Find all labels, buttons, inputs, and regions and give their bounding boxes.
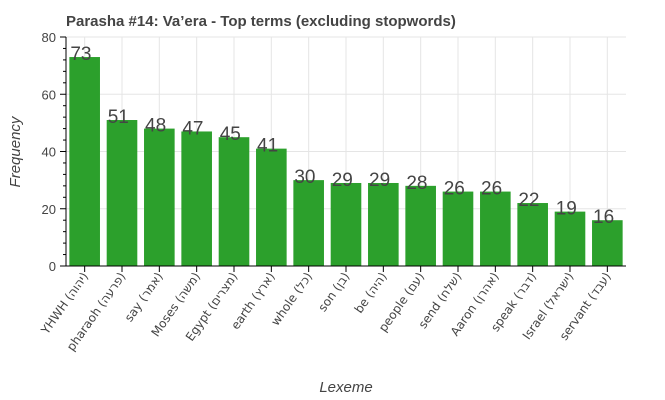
data-label: 16: [593, 207, 614, 228]
bar: [480, 191, 511, 266]
x-tick-label: son (בן): [315, 270, 352, 315]
bar: [554, 211, 586, 266]
bar: [256, 148, 287, 266]
data-label: 26: [481, 179, 502, 200]
chart-title: Parasha #14: Va’era - Top terms (excludi…: [66, 13, 456, 30]
y-tick-label: 40: [42, 145, 56, 160]
data-label: 29: [332, 170, 353, 191]
bars: [69, 57, 623, 266]
data-label: 28: [406, 173, 427, 194]
bar: [144, 128, 175, 266]
data-label: 22: [518, 190, 539, 211]
y-tick-label: 60: [42, 87, 56, 102]
bar: [517, 203, 548, 266]
y-tick-label: 20: [42, 202, 56, 217]
data-label: 29: [369, 170, 390, 191]
axes: 0 20 40 60 80: [42, 30, 626, 274]
x-tick-labels: YHWH (יהוה)pharaoh (פרעה)say (אמר)Moses …: [38, 270, 614, 354]
bar: [368, 182, 399, 266]
bar: [218, 137, 250, 266]
data-label: 73: [70, 44, 91, 65]
bar: [592, 220, 623, 266]
data-label: 41: [257, 136, 278, 157]
bar: [69, 57, 100, 266]
data-labels: 73 51 48 47 45 41 30 29 29 28 26 26 22 19 16: [70, 44, 614, 228]
y-tick-label: 0: [49, 259, 56, 274]
x-axis-label: Lexeme: [319, 379, 372, 396]
bar: [181, 131, 212, 266]
bar: [293, 180, 324, 266]
data-label: 51: [108, 107, 129, 128]
data-label: 48: [145, 116, 166, 137]
data-label: 19: [556, 199, 577, 220]
bar: [405, 185, 436, 266]
y-axis-label: Frequency: [7, 115, 24, 187]
y-tick-label: 80: [42, 30, 56, 45]
bar: [330, 182, 362, 266]
data-label: 30: [294, 167, 315, 188]
data-label: 26: [444, 179, 465, 200]
x-tick-label: be (היה): [352, 270, 390, 316]
bar: [442, 191, 474, 266]
data-label: 47: [182, 118, 203, 139]
bar: [106, 120, 138, 266]
data-label: 45: [220, 124, 241, 145]
